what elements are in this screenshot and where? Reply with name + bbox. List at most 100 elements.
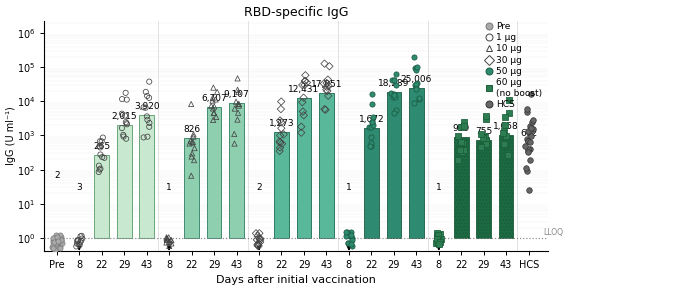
Point [366,120,377,124]
Point [275,118,286,123]
Point [521,136,532,141]
Point [500,115,511,119]
Point [231,99,242,104]
Point [52,239,63,244]
Point [49,237,60,241]
Point [233,90,244,94]
Point [433,233,444,237]
Point [414,97,425,101]
Point [387,94,398,99]
Point [232,117,243,122]
Point [229,141,240,146]
Point [55,244,66,249]
Point [413,95,424,100]
Point [525,134,536,139]
Bar [184,138,199,238]
Point [340,234,351,239]
Point [164,239,175,244]
Text: 1: 1 [346,183,352,192]
Point [410,68,421,72]
Point [72,238,83,243]
Text: 1: 1 [166,183,172,192]
Point [55,238,66,242]
Point [206,104,216,108]
Point [458,124,469,128]
Point [525,91,536,96]
Point [275,145,286,150]
Point [412,81,423,86]
Point [232,88,243,92]
Point [116,97,127,102]
Point [431,230,442,235]
Point [431,241,442,246]
Point [497,130,508,135]
Point [72,239,83,244]
Point [322,89,333,93]
Point [346,230,357,235]
Point [389,77,400,82]
Point [527,120,538,124]
Point [435,231,446,236]
Point [301,80,312,85]
Point [409,100,420,105]
Point [99,155,110,160]
Point [51,235,62,239]
Point [75,238,86,243]
Point [366,102,377,107]
Point [345,233,356,237]
Point [525,147,536,151]
Point [500,143,511,148]
Point [274,139,285,144]
Point [320,107,331,112]
Point [75,240,86,244]
Point [347,244,358,249]
Point [166,241,177,246]
Point [254,237,265,241]
Point [184,141,195,146]
Point [498,141,509,146]
Point [323,77,334,82]
Point [410,83,421,88]
Point [93,170,104,174]
Point [342,241,353,246]
Point [365,135,376,139]
Point [498,129,509,134]
Point [208,111,219,116]
Point [163,235,174,239]
Point [432,235,443,240]
Point [234,102,245,107]
Point [296,130,307,135]
Point [323,93,334,98]
Text: 3: 3 [77,183,82,192]
Text: 909: 909 [453,124,470,133]
Point [436,237,447,242]
Point [276,120,287,125]
Point [299,79,310,83]
Point [255,236,266,241]
Point [77,236,88,241]
Point [523,129,534,133]
Point [366,91,377,96]
Point [94,144,105,148]
Point [161,240,172,245]
Point [50,247,61,252]
Text: 3,920: 3,920 [134,102,160,111]
Point [212,90,223,94]
Text: 25,006: 25,006 [401,75,432,84]
Point [475,132,486,136]
Point [166,238,177,242]
Point [232,76,243,81]
Point [276,99,287,104]
Point [432,237,443,241]
Point [523,149,534,154]
Point [391,72,402,76]
Point [456,140,466,145]
Point [367,120,378,125]
Point [51,241,62,245]
Point [208,95,219,100]
Point [56,240,67,245]
Point [343,240,354,245]
Point [121,121,132,126]
Point [95,166,106,171]
Point [161,235,172,240]
